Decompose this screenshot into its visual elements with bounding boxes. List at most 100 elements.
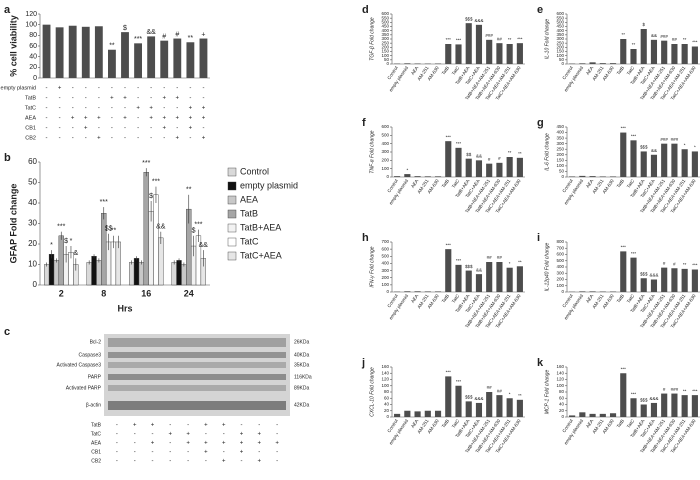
treatment-sign: - xyxy=(169,459,171,465)
band-size: 116KDa xyxy=(294,374,312,380)
bar xyxy=(506,44,513,64)
significance-label: ## xyxy=(487,255,493,260)
bar xyxy=(115,241,121,286)
x-tick-label: AEA xyxy=(410,65,420,76)
treatment-name: TatB xyxy=(91,422,102,428)
significance-label: $$ xyxy=(105,226,113,233)
treatment-sign: + xyxy=(176,116,180,122)
treatment-sign: - xyxy=(59,126,61,132)
significance-label: *** xyxy=(456,258,462,263)
bar xyxy=(589,291,596,292)
y-tick-label: 400 xyxy=(556,264,564,269)
y-tick-label: 50 xyxy=(559,169,565,174)
treatment-sign: - xyxy=(169,450,171,456)
treatment-sign: - xyxy=(205,432,207,438)
treatment-sign: + xyxy=(189,116,193,122)
bar xyxy=(681,44,688,64)
treatment-sign: - xyxy=(150,96,152,102)
treatment-sign: + xyxy=(275,441,279,447)
bar xyxy=(424,176,431,177)
significance-label: ** xyxy=(111,228,117,235)
significance-label: & xyxy=(73,250,78,257)
y-tick-label: 100 xyxy=(25,22,37,29)
panel-label: i xyxy=(537,232,540,244)
bar xyxy=(671,143,678,177)
bar xyxy=(691,395,698,417)
y-tick-label: 120 xyxy=(381,377,389,382)
bar xyxy=(640,151,647,177)
treatment-sign: + xyxy=(169,432,173,438)
y-tick-label: 250 xyxy=(556,146,564,151)
significance-label: && xyxy=(476,154,482,159)
y-tick-label: 600 xyxy=(381,11,389,16)
bar xyxy=(630,398,637,417)
treatment-sign: + xyxy=(97,116,101,122)
treatment-sign: - xyxy=(72,96,74,102)
y-tick-label: 550 xyxy=(381,15,389,20)
y-tick-label: 50 xyxy=(559,57,565,62)
significance-label: # xyxy=(162,34,166,41)
treatment-sign: - xyxy=(258,423,260,429)
treatment-sign: - xyxy=(150,126,152,132)
bar xyxy=(671,268,678,292)
x-tick-label: TatB xyxy=(441,65,450,75)
y-tick-label: 600 xyxy=(556,11,564,16)
treatment-sign: - xyxy=(98,86,100,92)
treatment-sign: - xyxy=(116,459,118,465)
panel-label: j xyxy=(361,357,365,369)
treatment-sign: - xyxy=(59,116,61,122)
y-tick-label: 40 xyxy=(384,402,390,407)
bar xyxy=(475,160,483,177)
significance-label: ** xyxy=(622,32,626,37)
treatment-name: CB1 xyxy=(25,125,36,131)
significance-label: # xyxy=(498,156,501,161)
bar xyxy=(516,399,523,417)
y-tick-label: 250 xyxy=(381,40,389,45)
treatment-sign: - xyxy=(46,96,48,102)
y-tick-label: 140 xyxy=(381,370,389,375)
bar xyxy=(133,258,140,286)
treatment-sign: - xyxy=(187,450,189,456)
treatment-sign: - xyxy=(163,106,165,112)
bar xyxy=(589,413,596,417)
bar xyxy=(599,63,606,64)
y-tick-label: 500 xyxy=(381,133,389,138)
treatment-sign: - xyxy=(169,423,171,429)
x-tick-label: TatC xyxy=(451,293,461,304)
treatment-sign: - xyxy=(111,136,113,142)
bar xyxy=(465,270,472,292)
significance-label: ** xyxy=(518,151,522,156)
treatment-sign: - xyxy=(150,86,152,92)
significance-label: * xyxy=(406,167,408,172)
x-tick-label: AEA xyxy=(410,418,420,429)
treatment-sign: - xyxy=(134,450,136,456)
significance-label: *** xyxy=(456,38,462,43)
treatment-sign: + xyxy=(204,423,208,429)
treatment-sign: - xyxy=(59,96,61,102)
legend-label: TatC+AEA xyxy=(240,250,282,260)
significance-label: ** xyxy=(508,150,512,155)
treatment-sign: + xyxy=(162,126,166,132)
x-tick-label: TatB xyxy=(616,65,625,75)
bar xyxy=(681,149,688,177)
significance-label: * xyxy=(50,242,53,249)
y-tick-label: 200 xyxy=(381,158,389,163)
bar xyxy=(579,412,586,417)
bar xyxy=(465,23,472,65)
panel-label: a xyxy=(4,4,11,16)
y-tick-label: 100 xyxy=(556,53,564,58)
y-tick-label: 300 xyxy=(381,268,389,273)
y-tick-label: 100 xyxy=(556,283,564,288)
bar xyxy=(486,39,493,64)
bar xyxy=(681,268,688,292)
x-tick-label: AEA xyxy=(585,293,595,304)
treatment-sign: - xyxy=(59,136,61,142)
significance-label: *** xyxy=(621,366,627,371)
band-size: 35KDa xyxy=(294,362,310,368)
treatment-sign: - xyxy=(202,126,204,132)
treatment-sign: + xyxy=(189,126,193,132)
bar xyxy=(445,376,452,417)
bar xyxy=(42,24,51,79)
y-tick-label: 400 xyxy=(381,261,389,266)
